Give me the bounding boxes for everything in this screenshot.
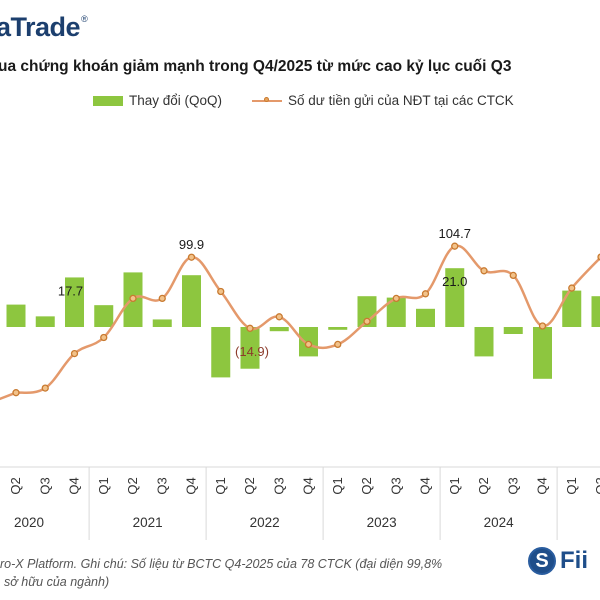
quarter-tick-label-5: Q3	[154, 477, 169, 494]
quarter-tick-label-4: Q2	[125, 477, 140, 494]
quarter-tick-label-19: Q1	[564, 477, 579, 494]
line-marker-13	[392, 294, 400, 303]
quarter-tick-label-12: Q2	[359, 477, 374, 494]
line-marker-1	[41, 384, 49, 392]
footnote-line-1: ro-X Platform. Ghi chú: Số liệu từ BCTC …	[0, 557, 443, 571]
quarter-tick-label-13: Q3	[388, 477, 403, 494]
x-axis: Q2 Q3 Q4 Q1 Q2 Q3 Q4 Q1 Q2 Q3 Q4 Q1 Q2 Q3 Q4 Q1 Q2 Q3 Q4 Q1…	[0, 466, 600, 540]
line-marker-8	[246, 324, 254, 332]
fiintrade-logo: S Fii	[528, 547, 588, 575]
chart-title: ua chứng khoán giảm mạnh trong Q4/2025 t…	[0, 58, 512, 75]
line-marker-16	[480, 267, 488, 275]
quarter-tick-label-11: Q1	[330, 477, 345, 494]
bar-6	[182, 275, 201, 327]
line-marker-3	[100, 333, 108, 342]
quarter-tick-label-8: Q2	[242, 477, 257, 494]
bar-12	[357, 296, 377, 327]
data-label-4: 104.7	[438, 226, 471, 241]
quarter-tick-label-20: Q2	[593, 477, 600, 494]
line-marker-15	[451, 242, 459, 250]
chart-plot: 17.7 21.0 (14.9) 99.9 104.7 Q2 Q3 Q4 Q1 Q2 Q3 Q4 Q1…	[0, 226, 600, 540]
line-marker-9	[275, 313, 283, 321]
line-lead-in	[0, 391, 17, 401]
data-label-1: 21.0	[442, 274, 467, 289]
line-marker-5	[158, 294, 166, 303]
quarter-tick-label-0: Q2	[8, 477, 23, 494]
year-label-2021: 2021	[133, 515, 163, 530]
brand-name: aTrade	[0, 12, 81, 42]
bar-1	[35, 316, 55, 327]
bar-16	[474, 327, 494, 357]
line-marker-4	[129, 294, 137, 303]
data-label-3: 99.9	[179, 237, 204, 252]
legend-line-swatch-icon	[252, 96, 283, 102]
bar-15	[445, 268, 465, 327]
bar-11	[328, 327, 348, 330]
legend-item-line: Số dư tiền gửi của NĐT tại các CTCK	[252, 93, 514, 108]
quarter-tick-label-2: Q4	[67, 477, 82, 494]
bar-18	[533, 327, 552, 379]
year-label-2024: 2024	[484, 515, 515, 530]
bar-13	[386, 297, 406, 327]
bar-8	[240, 327, 260, 369]
bar-5	[152, 319, 172, 327]
registered-mark: ®	[81, 14, 88, 24]
year-label-2022: 2022	[250, 515, 280, 530]
quarter-tick-label-9: Q3	[271, 477, 286, 494]
quarter-tick-label-10: Q4	[301, 477, 316, 494]
year-label-2020: 2020	[14, 515, 44, 530]
logo-text: Fii	[560, 547, 588, 574]
data-label-2: (14.9)	[235, 344, 269, 359]
line-marker-12	[363, 317, 371, 326]
line-marker-7	[217, 287, 225, 296]
bar-2	[65, 277, 84, 327]
quarter-tick-label-14: Q4	[418, 477, 433, 494]
quarter-tick-label-16: Q2	[476, 477, 491, 494]
bar-20	[591, 296, 600, 327]
quarter-tick-label-15: Q1	[447, 477, 462, 494]
year-label-2023: 2023	[367, 515, 397, 530]
quarter-tick-label-17: Q3	[505, 477, 520, 494]
bar-19	[562, 290, 582, 327]
legend-line-label: Số dư tiền gửi của NĐT tại các CTCK	[288, 93, 514, 108]
line-marker-2	[70, 349, 79, 358]
line-marker-14	[421, 290, 430, 298]
quarter-tick-label-7: Q1	[213, 477, 228, 494]
line-marker-18	[538, 322, 547, 330]
line-marker-11	[334, 340, 342, 349]
line-marker-17	[509, 271, 517, 280]
quarter-tick-label-6: Q4	[184, 477, 199, 494]
legend-bar-label: Thay đổi (QoQ)	[129, 93, 223, 108]
footnote: ro-X Platform. Ghi chú: Số liệu từ BCTC …	[0, 555, 442, 591]
brand-logo-text: aTrade®	[0, 12, 88, 43]
line-marker-19	[568, 284, 576, 292]
bar-17	[503, 327, 523, 334]
line-series	[0, 242, 600, 401]
line-marker-0	[12, 389, 20, 397]
bar-7	[211, 327, 231, 378]
quarter-tick-label-3: Q1	[96, 477, 111, 494]
legend-item-bar: Thay đổi (QoQ)	[93, 93, 222, 108]
quarter-tick-label-18: Q4	[535, 477, 550, 494]
bar-9	[269, 327, 289, 332]
line-marker-6	[187, 253, 196, 261]
quarter-tick-label-1: Q3	[37, 477, 52, 494]
footnote-line-2: sở hữu của ngành)	[4, 575, 110, 589]
legend-bar-swatch-icon	[93, 95, 123, 106]
logo-s-icon: S	[528, 547, 556, 575]
bar-series	[6, 268, 600, 379]
data-labels: 17.7 21.0 (14.9) 99.9 104.7	[58, 226, 471, 359]
data-label-0: 17.7	[58, 283, 83, 298]
bar-0	[6, 304, 26, 327]
line-marker-10	[304, 340, 313, 349]
chart-legend: Thay đổi (QoQ) Số dư tiền gửi của NĐT tạ…	[93, 93, 544, 108]
bar-14	[416, 308, 435, 327]
bar-3	[94, 305, 114, 327]
